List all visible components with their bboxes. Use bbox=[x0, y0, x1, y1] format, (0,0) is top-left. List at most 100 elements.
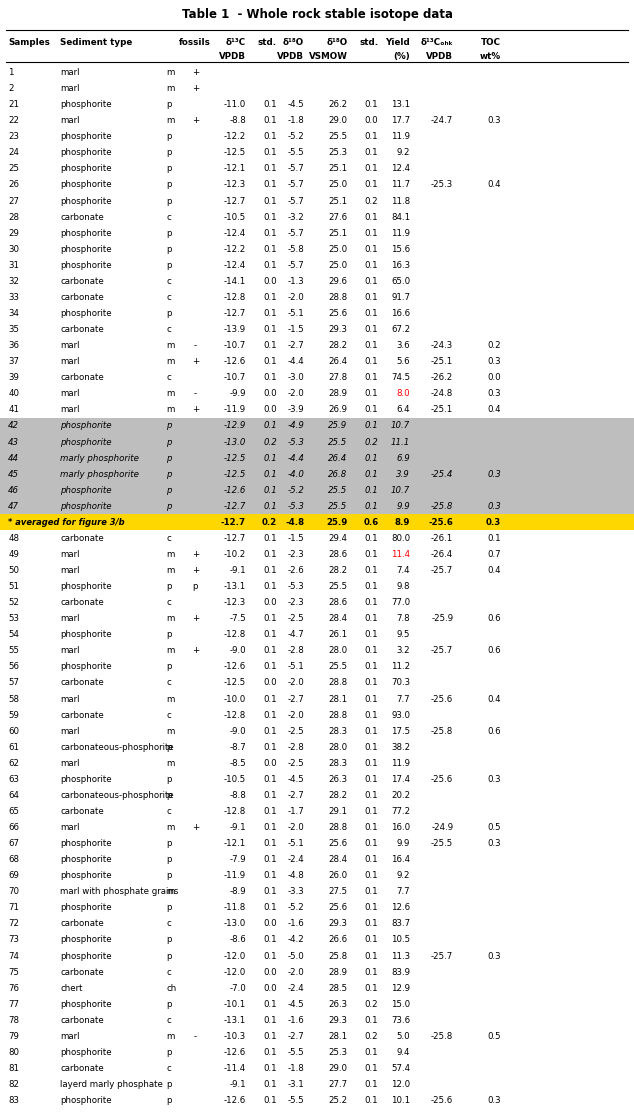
Text: -11.4: -11.4 bbox=[224, 1064, 246, 1073]
Text: 72: 72 bbox=[8, 920, 19, 929]
Text: std.: std. bbox=[359, 38, 378, 47]
Text: 11.8: 11.8 bbox=[391, 197, 410, 206]
Text: 55: 55 bbox=[8, 646, 19, 655]
Text: 25: 25 bbox=[8, 165, 19, 173]
Text: marl: marl bbox=[60, 758, 80, 767]
Text: 36: 36 bbox=[8, 341, 19, 350]
Text: -8.8: -8.8 bbox=[230, 117, 246, 126]
Text: 25.6: 25.6 bbox=[328, 903, 347, 912]
Text: -2.0: -2.0 bbox=[288, 711, 304, 719]
Text: -3.9: -3.9 bbox=[288, 406, 304, 415]
Text: 66: 66 bbox=[8, 823, 19, 832]
Text: 29.1: 29.1 bbox=[328, 807, 347, 816]
Text: carbonate: carbonate bbox=[60, 1064, 104, 1073]
Text: 0.1: 0.1 bbox=[264, 212, 277, 221]
Text: 47: 47 bbox=[8, 502, 19, 510]
Text: m: m bbox=[166, 646, 174, 655]
Text: 0.1: 0.1 bbox=[365, 212, 378, 221]
Text: 12.4: 12.4 bbox=[391, 165, 410, 173]
Text: 12.6: 12.6 bbox=[391, 903, 410, 912]
Text: phosphorite: phosphorite bbox=[60, 952, 112, 961]
Text: Yield: Yield bbox=[385, 38, 410, 47]
Text: 0.0: 0.0 bbox=[264, 598, 277, 607]
Text: 26.3: 26.3 bbox=[328, 1000, 347, 1009]
Text: 30: 30 bbox=[8, 245, 19, 254]
Text: 26.1: 26.1 bbox=[328, 631, 347, 639]
Text: phosphorite: phosphorite bbox=[60, 100, 112, 109]
Text: 13.1: 13.1 bbox=[391, 100, 410, 109]
Text: -11.9: -11.9 bbox=[224, 871, 246, 881]
Text: -12.0: -12.0 bbox=[224, 967, 246, 976]
Text: -: - bbox=[194, 389, 197, 398]
Text: 0.4: 0.4 bbox=[488, 180, 501, 189]
Text: 0.1: 0.1 bbox=[264, 807, 277, 816]
Text: carbonateous-phosphorite: carbonateous-phosphorite bbox=[60, 743, 174, 752]
Text: -10.7: -10.7 bbox=[224, 374, 246, 383]
Text: 6.4: 6.4 bbox=[397, 406, 410, 415]
Text: 80: 80 bbox=[8, 1048, 19, 1056]
Text: -11.0: -11.0 bbox=[224, 100, 246, 109]
Text: -5.5: -5.5 bbox=[288, 148, 304, 158]
Text: 0.1: 0.1 bbox=[488, 534, 501, 543]
Text: 8.0: 8.0 bbox=[397, 389, 410, 398]
Text: 41: 41 bbox=[8, 406, 19, 415]
Text: 0.1: 0.1 bbox=[264, 165, 277, 173]
Text: marl: marl bbox=[60, 341, 80, 350]
Text: 0.5: 0.5 bbox=[488, 823, 501, 832]
Text: m: m bbox=[166, 357, 174, 366]
Text: -25.8: -25.8 bbox=[431, 726, 453, 736]
Text: 0.1: 0.1 bbox=[365, 100, 378, 109]
Text: -10.5: -10.5 bbox=[224, 775, 246, 784]
Text: -25.6: -25.6 bbox=[431, 1096, 453, 1105]
Text: -5.7: -5.7 bbox=[288, 261, 304, 270]
Text: 25.6: 25.6 bbox=[328, 840, 347, 848]
Text: 9.8: 9.8 bbox=[397, 582, 410, 592]
Text: 0.1: 0.1 bbox=[365, 631, 378, 639]
Text: phosphorite: phosphorite bbox=[60, 903, 112, 912]
Text: 0.1: 0.1 bbox=[264, 341, 277, 350]
Text: 28.1: 28.1 bbox=[328, 695, 347, 704]
Text: -12.3: -12.3 bbox=[224, 598, 246, 607]
Text: 63: 63 bbox=[8, 775, 19, 784]
Text: 53: 53 bbox=[8, 614, 19, 623]
Text: 0.1: 0.1 bbox=[365, 791, 378, 800]
Text: 28.8: 28.8 bbox=[328, 292, 347, 302]
Text: 54: 54 bbox=[8, 631, 19, 639]
Text: -4.2: -4.2 bbox=[288, 935, 304, 944]
Text: 0.1: 0.1 bbox=[264, 229, 277, 238]
Text: 28.8: 28.8 bbox=[328, 678, 347, 687]
Text: marl: marl bbox=[60, 550, 80, 559]
Text: -24.7: -24.7 bbox=[431, 117, 453, 126]
Text: -4.4: -4.4 bbox=[287, 454, 304, 463]
Text: std.: std. bbox=[258, 38, 277, 47]
Text: -1.3: -1.3 bbox=[288, 277, 304, 286]
Text: -5.8: -5.8 bbox=[288, 245, 304, 254]
Text: 25.8: 25.8 bbox=[328, 952, 347, 961]
Text: 0.0: 0.0 bbox=[264, 678, 277, 687]
Text: 11.9: 11.9 bbox=[391, 229, 410, 238]
Text: 28.1: 28.1 bbox=[328, 1032, 347, 1041]
Text: -4.8: -4.8 bbox=[285, 518, 304, 527]
Text: -9.0: -9.0 bbox=[230, 646, 246, 655]
Text: 51: 51 bbox=[8, 582, 19, 592]
Text: δ¹³Cₒₕₖ: δ¹³Cₒₕₖ bbox=[420, 38, 453, 47]
Text: -25.1: -25.1 bbox=[431, 357, 453, 366]
Text: p: p bbox=[166, 454, 172, 463]
Text: 0.1: 0.1 bbox=[365, 920, 378, 929]
Text: -25.4: -25.4 bbox=[431, 469, 453, 478]
Text: 0.1: 0.1 bbox=[365, 711, 378, 719]
Text: -24.8: -24.8 bbox=[431, 389, 453, 398]
Text: p: p bbox=[166, 261, 172, 270]
Text: -11.8: -11.8 bbox=[224, 903, 246, 912]
Text: 31: 31 bbox=[8, 261, 19, 270]
Text: phosphorite: phosphorite bbox=[60, 582, 112, 592]
Text: 45: 45 bbox=[8, 469, 19, 478]
Text: δ¹⁸O: δ¹⁸O bbox=[326, 38, 347, 47]
Text: 28.2: 28.2 bbox=[328, 341, 347, 350]
Text: 27.7: 27.7 bbox=[328, 1080, 347, 1089]
Text: 0.1: 0.1 bbox=[264, 245, 277, 254]
Text: 17.4: 17.4 bbox=[391, 775, 410, 784]
Text: 0.1: 0.1 bbox=[365, 823, 378, 832]
Text: 0.2: 0.2 bbox=[263, 437, 277, 447]
Text: 0.1: 0.1 bbox=[264, 726, 277, 736]
